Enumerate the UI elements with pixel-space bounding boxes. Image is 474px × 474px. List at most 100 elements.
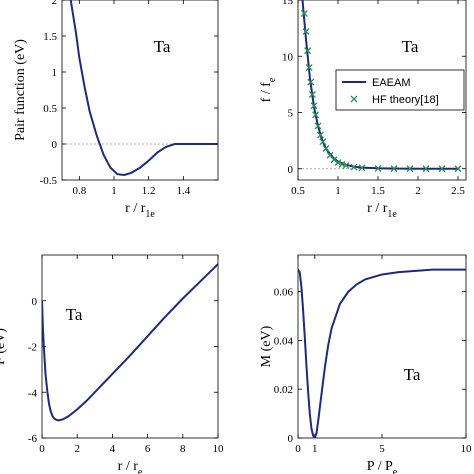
series-group [42,263,218,422]
x-axis-label: r / r1e [367,201,397,220]
series-marker [330,156,338,164]
series-group [69,0,218,177]
panel-bottom-left: 0 2 4 6 8 10 -6 -4 -2 0 r / re F (eV) Ta [0,254,225,474]
series-marker [358,164,366,172]
y-tick-label: 10 [282,51,294,63]
panel-annotation: Ta [66,305,83,324]
series-marker [314,122,322,130]
x-axis-label-subscript: e [393,467,398,474]
series-group [298,268,466,438]
series-marker [422,165,430,173]
x-tick-label: 1.2 [142,185,156,197]
series-marker [308,91,316,98]
x-axis-label: r / r1e [125,201,155,220]
series-line [298,268,466,438]
axes-frame [297,254,467,439]
series-marker [307,78,315,86]
series-marker [305,64,313,71]
x-axis-label-subscript: 1e [387,209,397,220]
x-tick-label: 1.5 [371,185,385,197]
x-tick-label: 2 [74,443,80,455]
y-tick-label: -4 [28,387,38,399]
series-marker [454,165,462,173]
series-marker [390,165,398,173]
y-axis-label: Pair function (eV) [13,39,28,141]
series-marker [319,138,327,146]
series-marker [316,131,324,139]
x-tick-label: 1 [335,185,341,197]
panel-annotation: Ta [402,37,419,56]
series-line [42,263,218,422]
series-marker [302,28,310,35]
x-tick-label: 6 [145,443,151,455]
series-marker [350,163,358,171]
series-line [301,0,458,170]
panel-top-left: 0.8 1 1.2 1.4 -0.5 0 0.5 1 1.5 2 r / r1e Pair funct… [13,0,219,220]
x-axis-label: r / re [118,459,143,474]
y-axis-label: M (eV) [259,325,274,367]
y-tick-label: 0 [288,433,294,445]
y-tick-label: 0.06 [274,287,294,299]
axes-frame [41,254,219,439]
y-tick-label: -6 [28,433,38,445]
x-axis-label: P / Pe [367,459,398,474]
series-marker [342,162,350,170]
y-tick-label: -0.5 [40,175,58,187]
y-tick-label: 1 [52,67,58,79]
x-tick-label: 1 [312,443,318,455]
y-tick-label: 0 [288,164,294,176]
axes-frame [297,0,467,181]
x-tick-label: 10 [461,443,473,455]
x-tick-label: 0 [39,443,45,455]
x-tick-label: 1.4 [176,185,190,197]
x-tick-label: 2.5 [451,185,465,197]
panel-top-right: 0.5 1 1.5 2 2.5 0 5 10 15 r / r1e f / fe Ta EAEAM HF … [259,0,467,220]
y-tick-label: 2 [52,0,58,7]
series-marker [300,10,308,17]
y-axis-label: f / fe [259,77,278,102]
y-tick-label: 15 [282,0,294,7]
series-marker [438,165,446,173]
x-tick-label: 10 [213,443,225,455]
axes-frame [61,0,219,181]
x-axis-label-subscript: 1e [145,209,155,220]
x-tick-label: 0.8 [72,185,86,197]
panel-annotation: Ta [154,37,171,56]
y-tick-label: -2 [28,342,37,354]
series-marker [338,160,346,168]
series-group [300,0,462,173]
panel-annotation: Ta [404,365,421,384]
y-tick-label: 0.5 [43,103,57,115]
series-marker [322,145,330,152]
series-marker [406,165,414,173]
legend-label: EAEAM [372,77,411,89]
legend-label: HF theory[18] [372,94,439,106]
y-tick-label: 0.04 [274,335,294,347]
y-tick-label: 1.5 [43,31,57,43]
y-tick-label: 0 [32,296,38,308]
y-tick-label: 5 [288,108,294,120]
y-tick-label: 0.02 [274,384,293,396]
series-marker [304,47,312,55]
series-marker [334,159,342,167]
series-marker [310,102,318,110]
legend-marker-swatch [350,95,358,103]
legend: EAEAM HF theory[18] [335,69,465,111]
y-axis-label-subscript: e [267,77,278,82]
x-tick-label: 2 [415,185,421,197]
y-axis-label: F (eV) [0,328,8,365]
series-marker [374,164,382,172]
x-tick-label: 0 [295,443,301,455]
x-tick-label: 1 [111,185,117,197]
x-tick-label: 4 [110,443,116,455]
y-tick-label: 0 [52,139,58,151]
legend-box [335,69,465,111]
x-axis-label-subscript: e [138,467,143,474]
x-tick-label: 8 [180,443,186,455]
x-tick-label: 0.5 [291,185,305,197]
series-line [69,0,218,177]
x-tick-label: 5 [379,443,385,455]
series-marker [312,111,320,119]
